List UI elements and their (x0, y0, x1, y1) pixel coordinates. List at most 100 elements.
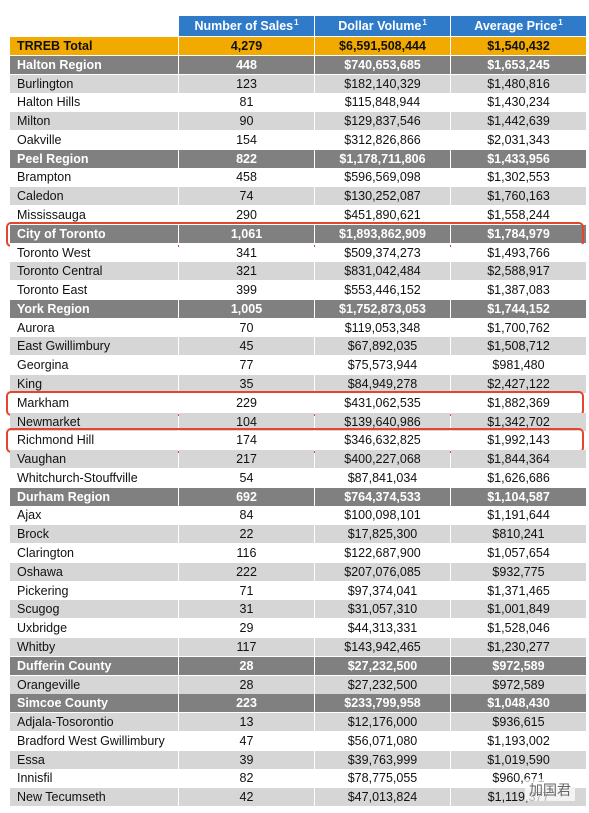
row-value: $1,844,364 (451, 450, 586, 469)
row-value: $1,433,956 (451, 149, 586, 168)
row-label: Oakville (10, 130, 178, 149)
column-header: Number of Sales 1 (179, 16, 314, 36)
row-value: $182,140,329 (315, 74, 450, 93)
row-label: City of Toronto (10, 224, 178, 243)
row-value: $2,031,343 (451, 130, 586, 149)
row-value: 74 (179, 187, 314, 206)
row-value: 82 (179, 769, 314, 788)
row-value: $509,374,273 (315, 243, 450, 262)
row-label: Durham Region (10, 487, 178, 506)
row-value: $130,252,087 (315, 187, 450, 206)
row-value: $27,232,500 (315, 656, 450, 675)
row-value: $1,480,816 (451, 74, 586, 93)
footnote-mark: 1 (294, 18, 299, 27)
row-value: $12,176,000 (315, 713, 450, 732)
row-value: $44,313,331 (315, 619, 450, 638)
row-value: $1,992,143 (451, 431, 586, 450)
row-value: $119,053,348 (315, 318, 450, 337)
row-value: $1,626,686 (451, 468, 586, 487)
row-label: Toronto West (10, 243, 178, 262)
row-value: $1,540,432 (451, 37, 586, 55)
row-value: 458 (179, 168, 314, 187)
row-value: $67,892,035 (315, 337, 450, 356)
footnote-mark: 1 (558, 18, 563, 27)
row-label: Pickering (10, 581, 178, 600)
row-value: 341 (179, 243, 314, 262)
row-value: $553,446,152 (315, 281, 450, 300)
row-value: 104 (179, 412, 314, 431)
row-value: 35 (179, 375, 314, 394)
row-label: Simcoe County (10, 694, 178, 713)
row-label: Ajax (10, 506, 178, 525)
row-value: 174 (179, 431, 314, 450)
row-label: Uxbridge (10, 619, 178, 638)
row-label: Halton Region (10, 55, 178, 74)
row-value: $97,374,041 (315, 581, 450, 600)
row-value: $1,019,590 (451, 750, 586, 769)
row-value: 154 (179, 130, 314, 149)
header-text: Dollar Volume (338, 19, 422, 33)
row-label: Halton Hills (10, 93, 178, 112)
row-label: Dufferin County (10, 656, 178, 675)
row-value: 117 (179, 637, 314, 656)
row-value: $1,700,762 (451, 318, 586, 337)
row-label: Richmond Hill (10, 431, 178, 450)
row-value: 290 (179, 206, 314, 224)
row-value: 321 (179, 262, 314, 281)
row-value: 1,005 (179, 299, 314, 318)
row-label: Scugog (10, 600, 178, 619)
row-value: $100,098,101 (315, 506, 450, 525)
row-label: King (10, 375, 178, 394)
row-value: $1,744,152 (451, 299, 586, 318)
row-label: Vaughan (10, 450, 178, 469)
row-value: 229 (179, 393, 314, 412)
row-value: 29 (179, 619, 314, 638)
row-value: $1,893,862,909 (315, 224, 450, 243)
row-value: $1,193,002 (451, 731, 586, 750)
row-value: $1,508,712 (451, 337, 586, 356)
row-value: 223 (179, 694, 314, 713)
row-label: Milton (10, 112, 178, 131)
row-label: Toronto Central (10, 262, 178, 281)
row-value: 70 (179, 318, 314, 337)
row-value: 54 (179, 468, 314, 487)
row-value: $39,763,999 (315, 750, 450, 769)
row-value: $2,427,122 (451, 375, 586, 394)
row-value: 28 (179, 656, 314, 675)
column-header: Dollar Volume 1 (315, 16, 450, 36)
row-value: $312,826,866 (315, 130, 450, 149)
row-value: $17,825,300 (315, 525, 450, 544)
row-value: 39 (179, 750, 314, 769)
row-value: $932,775 (451, 562, 586, 581)
row-label: East Gwillimbury (10, 337, 178, 356)
row-value: $346,632,825 (315, 431, 450, 450)
row-label: Mississauga (10, 206, 178, 224)
row-value: $1,430,234 (451, 93, 586, 112)
row-value: $1,493,766 (451, 243, 586, 262)
row-value: 1,061 (179, 224, 314, 243)
row-label: New Tecumseth (10, 788, 178, 807)
row-value: $233,799,958 (315, 694, 450, 713)
row-value: $451,890,621 (315, 206, 450, 224)
header-text: Number of Sales (194, 19, 294, 33)
row-value: $1,442,639 (451, 112, 586, 131)
row-value: $972,589 (451, 656, 586, 675)
row-value: $1,104,587 (451, 487, 586, 506)
row-value: 47 (179, 731, 314, 750)
row-value: 71 (179, 581, 314, 600)
row-value: 116 (179, 544, 314, 563)
row-label: Aurora (10, 318, 178, 337)
row-value: 81 (179, 93, 314, 112)
row-value: $1,048,430 (451, 694, 586, 713)
row-value: 42 (179, 788, 314, 807)
row-value: 77 (179, 356, 314, 375)
column-header: Average Price 1 (451, 16, 586, 36)
row-label: Whitchurch-Stouffville (10, 468, 178, 487)
row-value: $1,057,654 (451, 544, 586, 563)
row-value: $27,232,500 (315, 675, 450, 694)
row-label: Whitby (10, 637, 178, 656)
row-value: $84,949,278 (315, 375, 450, 394)
row-value: $78,775,055 (315, 769, 450, 788)
row-value: $6,591,508,444 (315, 37, 450, 55)
